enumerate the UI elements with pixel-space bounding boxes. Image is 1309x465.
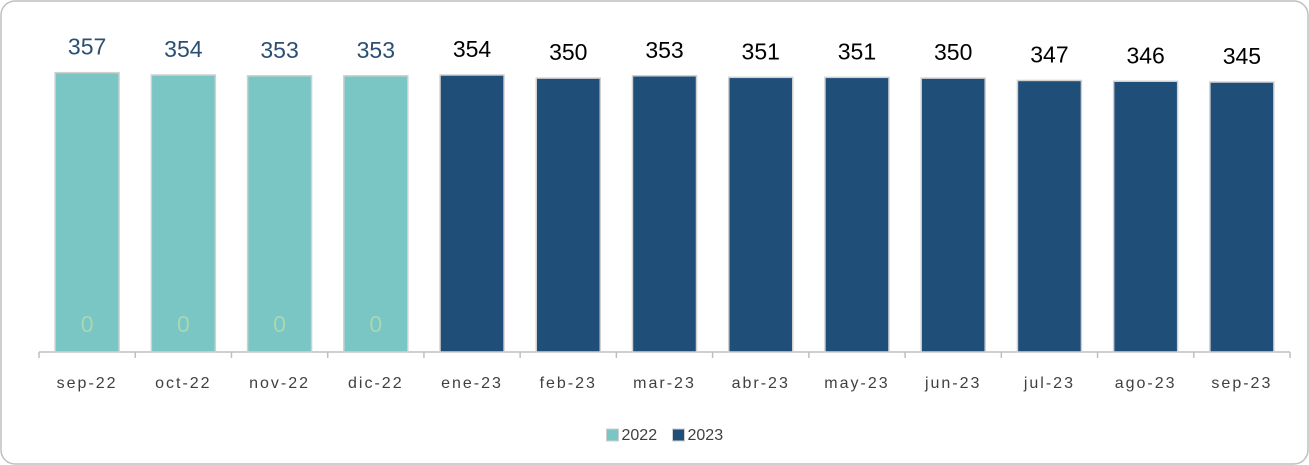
x-tick-label: nov-22 — [249, 375, 310, 392]
bar — [343, 75, 409, 353]
x-tick-label: ene-23 — [441, 375, 503, 392]
data-label: 350 — [934, 39, 972, 65]
data-label: 353 — [357, 37, 395, 63]
legend-label: 2023 — [688, 427, 724, 444]
x-tick-label: feb-23 — [540, 375, 597, 392]
data-label: 346 — [1126, 42, 1164, 68]
data-label: 0 — [369, 311, 382, 337]
x-tick-label: ago-23 — [1115, 375, 1177, 392]
data-label: 351 — [742, 38, 780, 64]
legend-swatch — [606, 428, 619, 442]
data-label: 357 — [68, 34, 106, 60]
data-label: 0 — [81, 311, 94, 337]
x-tick-label: jun-23 — [924, 375, 981, 392]
bar — [1112, 80, 1179, 353]
data-label: 353 — [260, 37, 298, 63]
x-tick-label: mar-23 — [633, 375, 696, 392]
x-tick-label: sep-23 — [1211, 375, 1272, 392]
data-label: 354 — [164, 36, 203, 62]
x-tick-label: abr-23 — [732, 375, 790, 392]
bar — [920, 77, 986, 353]
bar — [1209, 81, 1275, 353]
bar — [246, 75, 313, 353]
data-label: 347 — [1030, 42, 1068, 68]
data-label: 0 — [177, 311, 190, 337]
bar — [439, 74, 505, 353]
data-label: 353 — [645, 37, 683, 63]
bar — [1016, 79, 1083, 353]
bar — [54, 71, 120, 353]
bar — [824, 76, 890, 353]
data-label: 345 — [1223, 43, 1261, 69]
bar — [631, 75, 698, 353]
data-label: 350 — [549, 39, 587, 65]
data-label: 0 — [273, 311, 286, 337]
legend-label: 2022 — [622, 427, 658, 444]
data-label: 354 — [453, 36, 492, 62]
x-tick-label: jul-23 — [1023, 375, 1075, 392]
bar — [150, 74, 217, 353]
x-tick-label: may-23 — [824, 375, 889, 392]
legend-swatch — [672, 428, 685, 442]
bar — [727, 76, 794, 353]
x-tick-label: sep-22 — [57, 375, 118, 392]
bar — [535, 77, 602, 353]
x-tick-label: dic-22 — [348, 375, 404, 392]
data-label: 351 — [838, 38, 876, 64]
x-tick-label: oct-22 — [155, 375, 211, 392]
